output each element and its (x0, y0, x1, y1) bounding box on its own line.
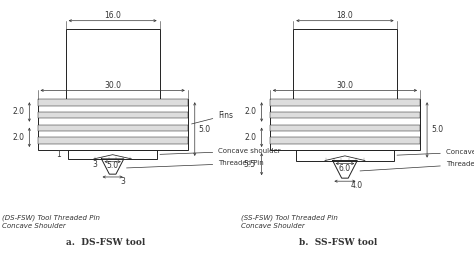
Text: a.  DS-FSW tool: a. DS-FSW tool (66, 238, 145, 247)
Text: (SS-FSW) Tool Threaded Pin: (SS-FSW) Tool Threaded Pin (240, 215, 337, 221)
Text: b.  SS-FSW tool: b. SS-FSW tool (299, 238, 377, 247)
Bar (293, 29, 397, 99)
Text: 16.0: 16.0 (104, 11, 121, 20)
Bar (296, 150, 394, 161)
Bar (37, 125, 188, 131)
Text: 5.0: 5.0 (431, 125, 443, 134)
Bar (68, 150, 157, 159)
Text: Concave shoulder: Concave shoulder (397, 149, 474, 155)
Text: 30.0: 30.0 (337, 81, 354, 90)
Text: 2.0: 2.0 (245, 133, 256, 142)
Text: 6.0: 6.0 (339, 164, 351, 172)
Text: 2.0: 2.0 (245, 108, 256, 116)
Text: Threaded Pin: Threaded Pin (127, 160, 264, 168)
Text: Fins: Fins (191, 111, 233, 124)
Text: 2.0: 2.0 (12, 133, 24, 142)
Text: Concave shoulder: Concave shoulder (160, 148, 281, 154)
Bar (270, 112, 420, 118)
Bar (66, 29, 160, 99)
Text: 1: 1 (56, 150, 61, 159)
Text: 5.5: 5.5 (244, 160, 256, 169)
Text: 3: 3 (121, 177, 126, 186)
Text: (DS-FSW) Tool Threaded Pin: (DS-FSW) Tool Threaded Pin (2, 215, 100, 221)
Text: 30.0: 30.0 (104, 81, 121, 90)
Bar (270, 125, 420, 131)
Bar (270, 99, 420, 106)
Bar (37, 99, 188, 106)
Text: Threaded Pin: Threaded Pin (360, 161, 474, 171)
Text: 5.0: 5.0 (199, 125, 210, 134)
Bar (37, 112, 188, 118)
Bar (270, 137, 420, 144)
Text: 2.0: 2.0 (12, 108, 24, 116)
Bar (270, 99, 420, 150)
Text: 4.0: 4.0 (351, 181, 363, 190)
Bar (37, 137, 188, 144)
Bar (37, 99, 188, 150)
Text: 18.0: 18.0 (337, 11, 353, 20)
Text: Concave Shoulder: Concave Shoulder (2, 223, 66, 229)
Text: 3: 3 (92, 160, 97, 169)
Text: Concave Shoulder: Concave Shoulder (240, 223, 304, 229)
Text: 5.0: 5.0 (107, 161, 118, 171)
